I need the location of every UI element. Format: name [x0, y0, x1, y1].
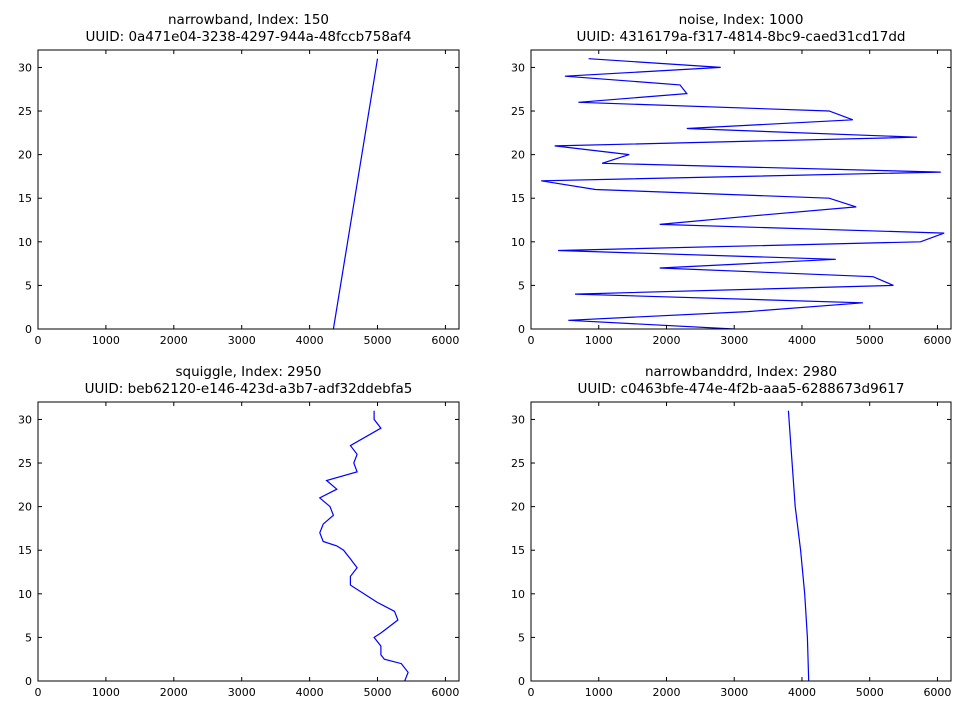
x-tick-label: 2000 — [652, 334, 680, 347]
x-tick-label: 4000 — [788, 686, 816, 699]
y-tick-label: 30 — [18, 61, 32, 74]
x-tick-label: 6000 — [431, 686, 459, 699]
x-tick-label: 6000 — [923, 686, 951, 699]
subplot-title: noise, Index: 1000 — [679, 12, 804, 28]
y-tick-label: 25 — [511, 457, 525, 470]
x-tick-label: 1000 — [585, 334, 613, 347]
y-tick-label: 20 — [18, 149, 32, 162]
subplot-title: squiggle, Index: 2950 — [175, 364, 321, 380]
series-line — [318, 410, 409, 681]
x-tick-label: 2000 — [160, 334, 188, 347]
x-tick-label: 0 — [35, 334, 42, 347]
series-line — [541, 58, 945, 329]
y-tick-label: 25 — [18, 457, 32, 470]
x-tick-label: 5000 — [364, 334, 392, 347]
axes-frame — [37, 49, 460, 330]
y-tick-label: 0 — [518, 323, 525, 336]
y-tick-label: 5 — [518, 631, 525, 644]
y-tick-label: 5 — [25, 279, 32, 292]
subplot-subtitle: UUID: c0463bfe-474e-4f2b-aaa5-6288673d96… — [578, 381, 905, 397]
x-tick-label: 0 — [35, 686, 42, 699]
y-tick-label: 5 — [25, 631, 32, 644]
x-tick-label: 5000 — [856, 334, 884, 347]
x-tick-label: 1000 — [585, 686, 613, 699]
x-tick-label: 2000 — [652, 686, 680, 699]
x-tick-label: 4000 — [296, 686, 324, 699]
y-tick-label: 0 — [25, 675, 32, 688]
y-tick-label: 20 — [511, 149, 525, 162]
x-tick-label: 4000 — [296, 334, 324, 347]
series-line — [332, 58, 379, 329]
x-tick-label: 4000 — [788, 334, 816, 347]
x-tick-label: 6000 — [923, 334, 951, 347]
x-tick-label: 3000 — [228, 686, 256, 699]
y-tick-label: 10 — [511, 588, 525, 601]
series-line — [787, 410, 810, 681]
x-tick-label: 6000 — [431, 334, 459, 347]
y-tick-label: 0 — [25, 323, 32, 336]
y-tick-label: 15 — [18, 192, 32, 205]
y-tick-label: 25 — [18, 105, 32, 118]
y-tick-label: 15 — [511, 544, 525, 557]
subplot-subtitle: UUID: beb62120-e146-423d-a3b7-adf32ddebf… — [85, 381, 413, 397]
x-tick-label: 3000 — [720, 334, 748, 347]
x-tick-label: 3000 — [228, 334, 256, 347]
y-tick-label: 15 — [18, 544, 32, 557]
axes-frame — [530, 401, 952, 682]
x-tick-label: 1000 — [92, 686, 120, 699]
axes-frame — [530, 49, 952, 330]
y-tick-label: 25 — [511, 105, 525, 118]
y-tick-label: 20 — [511, 501, 525, 514]
y-tick-label: 0 — [518, 675, 525, 688]
x-tick-label: 5000 — [364, 686, 392, 699]
y-tick-label: 5 — [518, 279, 525, 292]
y-tick-label: 30 — [18, 413, 32, 426]
x-tick-label: 0 — [528, 686, 535, 699]
y-tick-label: 20 — [18, 501, 32, 514]
x-tick-label: 1000 — [92, 334, 120, 347]
subplot-title: narrowband, Index: 150 — [168, 12, 329, 28]
y-tick-label: 30 — [511, 61, 525, 74]
y-tick-label: 15 — [511, 192, 525, 205]
x-tick-label: 5000 — [856, 686, 884, 699]
y-tick-label: 10 — [18, 236, 32, 249]
y-tick-label: 10 — [18, 588, 32, 601]
axes-frame — [37, 401, 460, 682]
subplot-subtitle: UUID: 4316179a-f317-4814-8bc9-caed31cd17… — [577, 29, 906, 45]
x-tick-label: 3000 — [720, 686, 748, 699]
subplot-subtitle: UUID: 0a471e04-3238-4297-944a-48fccb758a… — [85, 29, 411, 45]
x-tick-label: 2000 — [160, 686, 188, 699]
y-tick-label: 10 — [511, 236, 525, 249]
x-tick-label: 0 — [528, 334, 535, 347]
subplot-title: narrowbanddrd, Index: 2980 — [645, 364, 837, 380]
y-tick-label: 30 — [511, 413, 525, 426]
